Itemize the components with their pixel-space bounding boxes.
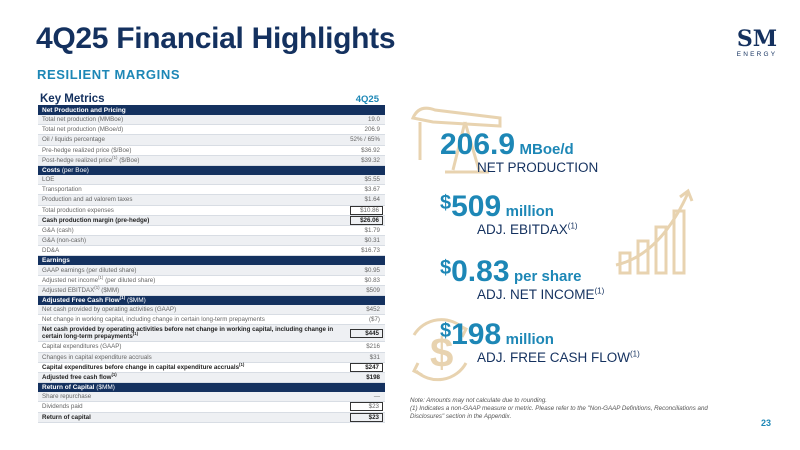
table-row: Changes in capital expenditure accruals $… bbox=[38, 352, 385, 363]
footnote-rounding: Note: Amounts may not calculate due to r… bbox=[410, 397, 548, 404]
metric-label: ADJ. NET INCOME(1) bbox=[477, 286, 605, 302]
key-metrics-table: Key Metrics 4Q25 Net Production and Pric… bbox=[38, 88, 385, 423]
metric-unit: MBoe/d bbox=[519, 141, 574, 158]
table-period: 4Q25 bbox=[355, 94, 379, 105]
table-row: Total production expenses $10.86 bbox=[38, 205, 385, 216]
metric-unit: million bbox=[505, 203, 554, 220]
table-row: Total net production (MBoe/d) 206.9 bbox=[38, 125, 385, 136]
metric-value: 198 bbox=[451, 318, 502, 351]
table-row: Adjusted free cash flow(1) $198 bbox=[38, 372, 385, 384]
table-row: G&A (non-cash) $0.31 bbox=[38, 236, 385, 247]
table-row: Total net production (MMBoe) 19.0 bbox=[38, 115, 385, 126]
pumpjack-icon bbox=[410, 106, 502, 174]
table-row: Net cash provided by operating activitie… bbox=[38, 305, 385, 316]
table-row: GAAP earnings (per diluted share) $0.95 bbox=[38, 265, 385, 276]
logo-wordmark: SM bbox=[736, 26, 778, 52]
table-row: Production and ad valorem taxes $1.64 bbox=[38, 195, 385, 206]
metric-unit: per share bbox=[513, 268, 582, 285]
metric-label: ADJ. EBITDAX(1) bbox=[477, 221, 578, 237]
company-logo: SM ENERGY bbox=[732, 28, 782, 58]
table-row: Share repurchase — bbox=[38, 392, 385, 403]
table-header: Key Metrics 4Q25 bbox=[38, 88, 385, 106]
table-row: Post-hedge realized price(1) ($/Boe) $39.… bbox=[38, 155, 385, 166]
page-number: 23 bbox=[761, 418, 772, 428]
section-header-earnings: Earnings bbox=[38, 256, 385, 266]
metric-unit: million bbox=[505, 331, 554, 348]
table-row: DD&A $16.73 bbox=[38, 246, 385, 257]
table-row: Adjusted net income(1) (per diluted shar… bbox=[38, 275, 385, 286]
table-row: Pre-hedge realized price ($/Boe) $36.92 bbox=[38, 146, 385, 156]
table-row: Net cash provided by operating activitie… bbox=[38, 325, 385, 343]
metric-value: 509 bbox=[451, 190, 502, 223]
table-row: LOE $5.55 bbox=[38, 174, 385, 186]
metric-production: 206.9 MBoe/d NET PRODUCTION bbox=[440, 128, 598, 175]
metric-ebitdax: $509 million ADJ. EBITDAX(1) bbox=[440, 190, 578, 237]
logo-subtext: ENERGY bbox=[736, 51, 778, 58]
section-header-afcf: Adjusted Free Cash Flow(1) ($MM) bbox=[38, 295, 385, 305]
footnotes: Note: Amounts may not calculate due to r… bbox=[410, 397, 740, 421]
table-row: Capital expenditures (GAAP) $216 bbox=[38, 342, 385, 353]
growth-chart-icon bbox=[615, 188, 694, 275]
section-header-return-of-capital: Return of Capital ($MM) bbox=[38, 383, 385, 393]
table-row: Adjusted EBITDAX(1) ($MM) $509 bbox=[38, 285, 385, 296]
dollar-cycle-icon: $ bbox=[411, 318, 469, 382]
table-row: Net change in working capital, including… bbox=[38, 315, 385, 326]
metric-label: NET PRODUCTION bbox=[477, 160, 599, 175]
svg-text:$: $ bbox=[430, 329, 453, 376]
table-row: Return of capital $23 bbox=[38, 412, 385, 423]
page-subtitle: RESILIENT MARGINS bbox=[37, 67, 181, 82]
table-row: G&A (cash) $1.79 bbox=[38, 226, 385, 237]
table-row: Dividends paid $23 bbox=[38, 402, 385, 413]
footnote-non-gaap: (1) Indicates a non-GAAP measure or metr… bbox=[410, 405, 708, 420]
metric-fcf: $198 million ADJ. FREE CASH FLOW(1) bbox=[440, 318, 640, 365]
section-header-production: Net Production and Pricing bbox=[38, 106, 385, 115]
table-row: Capital expenditures before change in ca… bbox=[38, 362, 385, 373]
table-heading: Key Metrics bbox=[40, 93, 105, 105]
table-row: Cash production margin (pre-hedge) $26.06 bbox=[38, 215, 385, 226]
table-row: Transportation $3.67 bbox=[38, 185, 385, 196]
metric-net-income: $0.83 per share ADJ. NET INCOME(1) bbox=[440, 255, 605, 302]
table-row: Oil / liquids percentage 52% / 65% bbox=[38, 135, 385, 146]
page-title: 4Q25 Financial Highlights bbox=[36, 22, 396, 55]
section-header-costs: Costs (per Boe) bbox=[38, 165, 385, 175]
metric-value: 0.83 bbox=[451, 255, 510, 288]
metric-label: ADJ. FREE CASH FLOW(1) bbox=[477, 349, 640, 365]
metric-value: 206.9 bbox=[440, 128, 516, 161]
